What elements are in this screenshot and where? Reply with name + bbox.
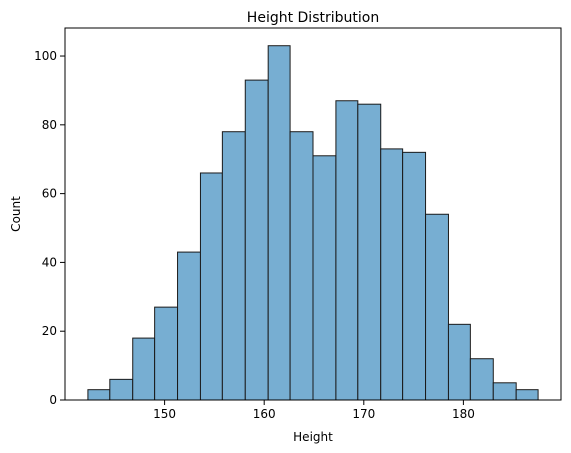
histogram-bar-0 <box>87 389 111 401</box>
histogram-bar-13 <box>380 148 404 401</box>
histogram-bar-11 <box>335 100 359 401</box>
x-tick-label-170: 170 <box>352 407 375 421</box>
y-tick-label-0: 0 <box>49 393 57 407</box>
histogram-bar-3 <box>154 306 179 401</box>
histogram-bar-4 <box>177 251 201 401</box>
histogram-bar-6 <box>221 131 246 401</box>
histogram-bar-1 <box>109 378 134 401</box>
histogram-bar-8 <box>267 45 291 401</box>
y-tick-label-40: 40 <box>42 255 57 269</box>
y-tick-label-100: 100 <box>34 49 57 63</box>
histogram-bar-16 <box>447 323 471 401</box>
y-tick-label-20: 20 <box>42 324 57 338</box>
histogram-bar-18 <box>492 382 517 401</box>
y-tick-label-80: 80 <box>42 118 57 132</box>
histogram-bar-15 <box>425 213 449 401</box>
x-axis-ticks: 150 160 170 180 <box>153 400 475 421</box>
y-axis-label: Count <box>9 196 23 232</box>
y-axis-ticks: 0 20 40 60 80 100 <box>34 49 65 407</box>
x-tick-label-160: 160 <box>253 407 276 421</box>
y-tick-label-60: 60 <box>42 187 57 201</box>
histogram-bar-10 <box>312 155 337 401</box>
x-axis-label: Height <box>293 430 333 444</box>
x-tick-label-180: 180 <box>452 407 475 421</box>
histogram-bar-7 <box>244 79 269 401</box>
histogram-bar-17 <box>469 358 494 401</box>
histogram-bar-2 <box>132 337 156 401</box>
histogram-bar-12 <box>357 103 382 401</box>
histogram-bar-14 <box>402 151 427 401</box>
histogram-bar-9 <box>289 131 314 401</box>
chart-title: Height Distribution <box>247 10 379 26</box>
x-tick-label-150: 150 <box>153 407 176 421</box>
histogram-bar-19 <box>515 389 539 401</box>
bars-group <box>87 45 539 401</box>
plot-frame <box>64 27 562 401</box>
histogram-bar-5 <box>199 172 223 401</box>
